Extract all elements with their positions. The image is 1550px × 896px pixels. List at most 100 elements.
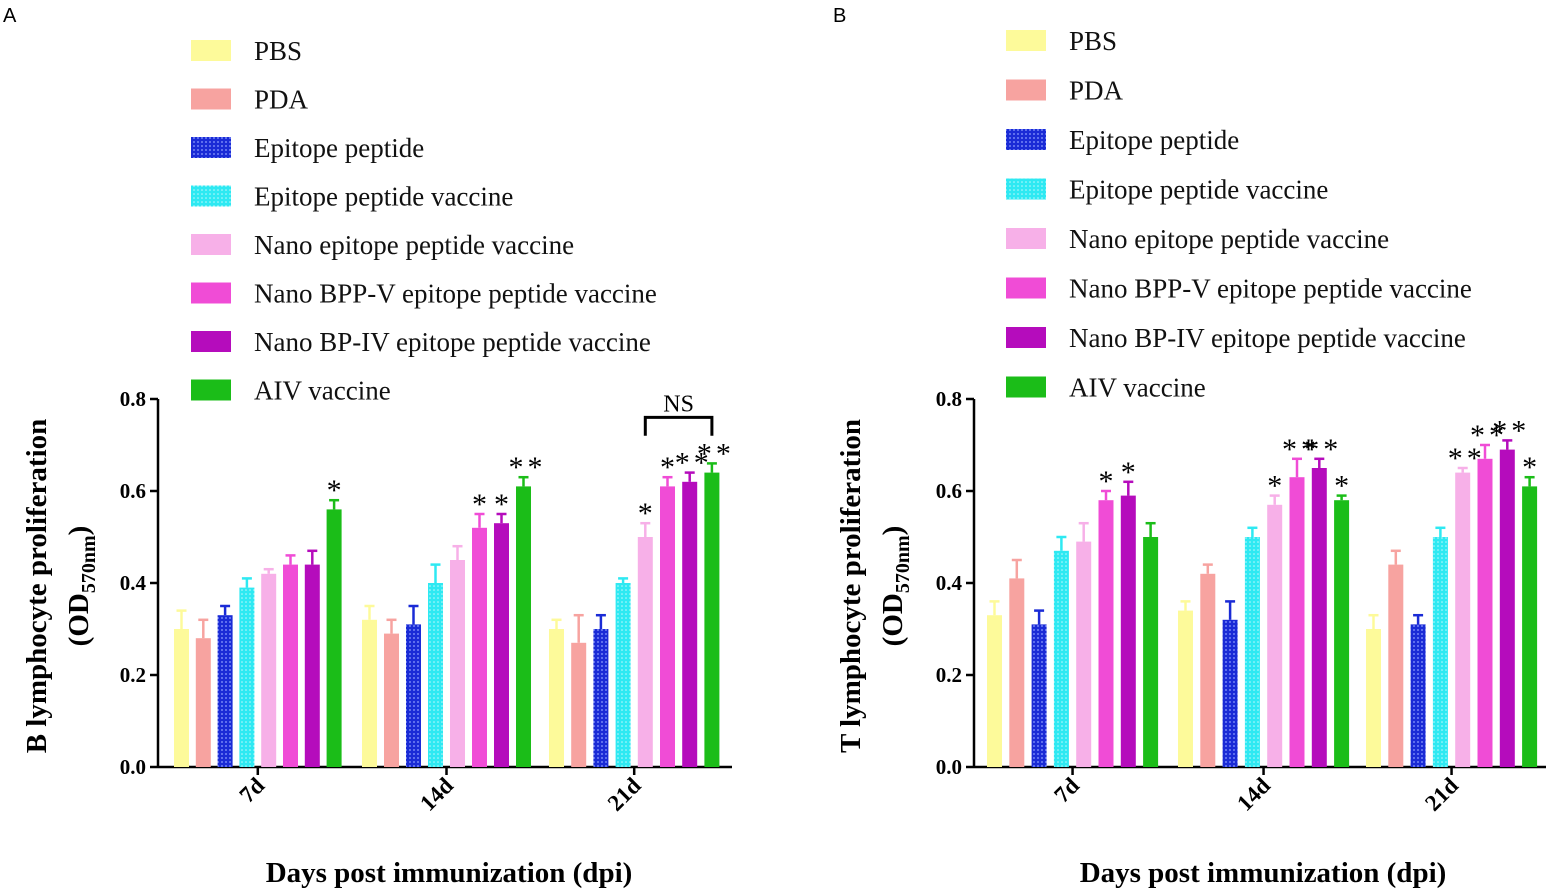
sig-star-a-21d-7: **	[697, 437, 735, 470]
bar-b-21d-7	[1522, 486, 1538, 767]
sig-star-a-21d-4: *	[638, 497, 653, 530]
legend-label-a-6: Nano BP-IV epitope peptide vaccine	[254, 327, 651, 357]
legend-swatch-a-3	[191, 185, 231, 207]
bar-b-14d-3	[1244, 537, 1260, 767]
bar-a-14d-5	[472, 527, 487, 767]
bar-a-14d-6	[494, 523, 509, 767]
x-axis-title-a: Days post immunization (dpi)	[266, 857, 633, 889]
plot-area-b: 0.00.20.40.60.8* *7d******14d*******21d	[936, 387, 1546, 816]
bar-b-21d-3	[1432, 537, 1448, 767]
y-unit-sub-a: 570nm	[78, 535, 100, 593]
x-axis-title-b: Days post immunization (dpi)	[1080, 857, 1447, 889]
y-tick-label-a-3: 0.6	[120, 479, 146, 503]
sig-star-b-21d-5: **	[1470, 419, 1508, 452]
legend-swatch-b-2	[1006, 129, 1046, 150]
legend-label-a-5: Nano BPP-V epitope peptide vaccine	[254, 279, 657, 309]
bar-b-14d-2	[1222, 619, 1238, 767]
x-tick-label-a-1: 14d	[415, 773, 458, 816]
y-tick-label-b-3: 0.6	[936, 479, 962, 503]
y-unit-prefix-a: (OD	[63, 593, 95, 646]
sig-star-b-7d-6: *	[1121, 456, 1136, 489]
legend-label-b-7: AIV vaccine	[1069, 373, 1206, 403]
legend-label-a-0: PBS	[254, 36, 302, 66]
bar-b-7d-2	[1031, 624, 1047, 767]
y-tick-label-a-0: 0.0	[120, 755, 146, 779]
bar-b-7d-5	[1098, 500, 1114, 767]
legend-label-a-7: AIV vaccine	[254, 376, 391, 406]
bar-a-14d-4	[450, 560, 465, 767]
bar-a-14d-0	[362, 619, 377, 767]
bar-a-14d-7	[516, 486, 531, 767]
legend-swatch-b-4	[1006, 228, 1046, 249]
bar-a-21d-0	[549, 629, 564, 767]
bar-a-7d-1	[195, 638, 211, 767]
sig-star-a-14d-7: **	[509, 451, 547, 484]
bar-a-21d-5	[660, 486, 675, 767]
bar-b-14d-1	[1200, 573, 1216, 767]
legend-label-a-4: Nano epitope peptide vaccine	[254, 230, 574, 260]
legend-swatch-a-6	[191, 331, 231, 352]
bar-a-14d-2	[406, 624, 421, 767]
y-tick-label-b-4: 0.8	[936, 387, 962, 411]
bar-a-21d-6	[682, 481, 698, 767]
sig-star-a-7d-7: *	[327, 474, 342, 507]
legend-a: PBS PDA Epitope peptide Epitope peptide vac…	[191, 36, 657, 406]
sig-star-b-21d-6: **	[1492, 414, 1530, 447]
bar-b-21d-5	[1477, 458, 1493, 767]
y-axis-title-a: B lymphocyte proliferation	[21, 419, 53, 754]
legend-label-b-3: Epitope peptide vaccine	[1069, 175, 1328, 205]
bar-a-21d-7	[704, 472, 720, 767]
bar-b-21d-2	[1410, 624, 1426, 767]
sig-star-a-21d-5: *	[660, 451, 675, 484]
legend-label-b-6: Nano BP-IV epitope peptide vaccine	[1069, 323, 1466, 353]
y-axis-unit-b: (OD570nm)	[877, 526, 914, 647]
y-tick-label-b-1: 0.2	[936, 663, 962, 687]
x-tick-label-a-0: 7d	[234, 773, 269, 808]
legend-label-a-2: Epitope peptide	[254, 133, 424, 163]
bar-b-7d-0	[987, 615, 1002, 767]
panel-letter-b: B	[833, 5, 846, 27]
y-tick-label-a-1: 0.2	[120, 663, 146, 687]
legend-swatch-a-7	[191, 379, 231, 401]
legend-label-a-3: Epitope peptide vaccine	[254, 182, 513, 212]
bar-a-14d-3	[428, 583, 443, 767]
bar-b-7d-6	[1120, 495, 1136, 767]
sig-star-a-21d-6: **	[675, 447, 713, 480]
panel-b-chart: B PBS PDA Epitope peptide Epitope peptide v…	[833, 5, 1546, 889]
bar-a-7d-2	[217, 615, 233, 767]
legend-label-b-0: PBS	[1069, 26, 1117, 56]
legend-swatch-b-6	[1006, 327, 1046, 348]
bar-a-7d-4	[261, 573, 277, 767]
sig-star-b-21d-4: **	[1448, 442, 1486, 475]
x-tick-label-b-2: 21d	[1420, 773, 1463, 816]
bar-a-7d-3	[239, 587, 255, 767]
bar-b-7d-3	[1053, 550, 1069, 767]
y-tick-label-b-2: 0.4	[936, 571, 963, 595]
sig-star-b-14d-5: **	[1282, 433, 1320, 466]
sig-star-b-7d-5: *	[1099, 465, 1114, 498]
legend-swatch-a-4	[191, 234, 231, 255]
legend-swatch-b-0	[1006, 30, 1046, 51]
y-tick-label-a-2: 0.4	[120, 571, 147, 595]
bar-b-14d-0	[1178, 610, 1193, 767]
legend-label-a-1: PDA	[254, 85, 309, 115]
sig-star-b-14d-6: **	[1304, 433, 1342, 466]
legend-swatch-a-1	[191, 88, 231, 110]
legend-swatch-a-0	[191, 40, 231, 61]
bar-a-7d-5	[283, 564, 298, 767]
y-unit-prefix-b: (OD	[877, 593, 909, 646]
legend-label-b-4: Nano epitope peptide vaccine	[1069, 224, 1389, 254]
x-tick-label-a-2: 21d	[603, 773, 646, 816]
y-unit-suffix-a: )	[63, 526, 95, 536]
bar-b-21d-1	[1388, 564, 1404, 767]
y-unit-suffix-b: )	[877, 526, 909, 536]
sig-star-b-14d-7: *	[1334, 470, 1349, 503]
legend-swatch-b-7	[1006, 376, 1046, 398]
bar-b-7d-4	[1076, 541, 1092, 767]
legend-swatch-b-5	[1006, 277, 1046, 299]
legend-label-b-1: PDA	[1069, 76, 1124, 106]
bar-a-7d-6	[304, 564, 320, 767]
bar-b-21d-0	[1366, 629, 1381, 767]
